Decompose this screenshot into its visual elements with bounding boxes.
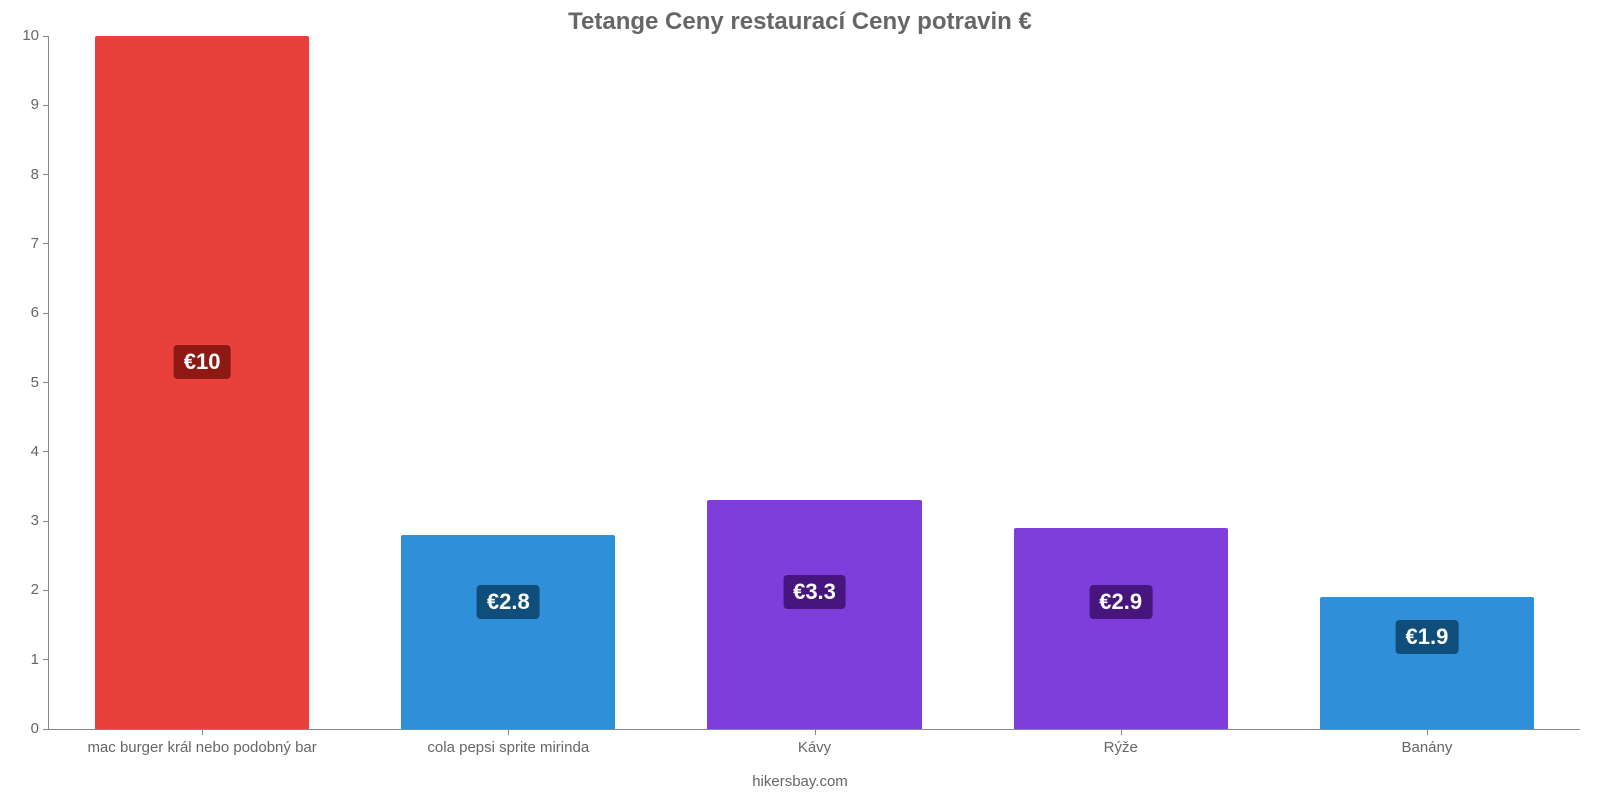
- chart-title: Tetange Ceny restaurací Ceny potravin €: [0, 8, 1600, 36]
- x-axis-label: Rýže: [968, 739, 1274, 756]
- bar: [401, 535, 615, 729]
- value-badge: €2.9: [1089, 585, 1152, 619]
- y-tick-mark: [43, 382, 49, 383]
- y-tick-mark: [43, 729, 49, 730]
- bar-slot: €2.8cola pepsi sprite mirinda: [355, 36, 661, 729]
- bar: [1014, 528, 1228, 729]
- bar-slot: €3.3Kávy: [661, 36, 967, 729]
- y-tick-label: 8: [31, 166, 39, 183]
- y-tick-mark: [43, 313, 49, 314]
- bar-slot: €2.9Rýže: [968, 36, 1274, 729]
- value-badge: €2.8: [477, 585, 540, 619]
- chart-footer: hikersbay.com: [0, 773, 1600, 790]
- bars-group: €10mac burger král nebo podobný bar€2.8c…: [49, 36, 1580, 729]
- bar: [95, 36, 309, 729]
- x-axis-label: cola pepsi sprite mirinda: [355, 739, 661, 756]
- y-tick-label: 0: [31, 720, 39, 737]
- bar: [707, 500, 921, 729]
- y-tick-label: 9: [31, 96, 39, 113]
- plot-area: €10mac burger král nebo podobný bar€2.8c…: [48, 36, 1580, 730]
- y-tick-label: 10: [22, 27, 39, 44]
- price-bar-chart: Tetange Ceny restaurací Ceny potravin € …: [0, 0, 1600, 800]
- y-tick-mark: [43, 451, 49, 452]
- x-tick-mark: [202, 729, 203, 735]
- y-tick-mark: [43, 659, 49, 660]
- y-tick-label: 5: [31, 374, 39, 391]
- y-tick-label: 7: [31, 235, 39, 252]
- bar: [1320, 597, 1534, 729]
- x-axis-label: mac burger král nebo podobný bar: [49, 739, 355, 756]
- y-tick-label: 1: [31, 651, 39, 668]
- value-badge: €10: [174, 345, 231, 379]
- x-tick-mark: [508, 729, 509, 735]
- y-tick-mark: [43, 105, 49, 106]
- value-badge: €1.9: [1395, 620, 1458, 654]
- y-tick-mark: [43, 36, 49, 37]
- y-tick-mark: [43, 521, 49, 522]
- y-tick-label: 6: [31, 304, 39, 321]
- bar-slot: €1.9Banány: [1274, 36, 1580, 729]
- x-tick-mark: [1121, 729, 1122, 735]
- y-tick-label: 2: [31, 581, 39, 598]
- y-tick-label: 4: [31, 443, 39, 460]
- bar-slot: €10mac burger král nebo podobný bar: [49, 36, 355, 729]
- value-badge: €3.3: [783, 575, 846, 609]
- y-tick-label: 3: [31, 512, 39, 529]
- x-tick-mark: [1427, 729, 1428, 735]
- y-tick-mark: [43, 243, 49, 244]
- y-tick-mark: [43, 174, 49, 175]
- x-tick-mark: [815, 729, 816, 735]
- x-axis-label: Kávy: [661, 739, 967, 756]
- y-tick-mark: [43, 590, 49, 591]
- x-axis-label: Banány: [1274, 739, 1580, 756]
